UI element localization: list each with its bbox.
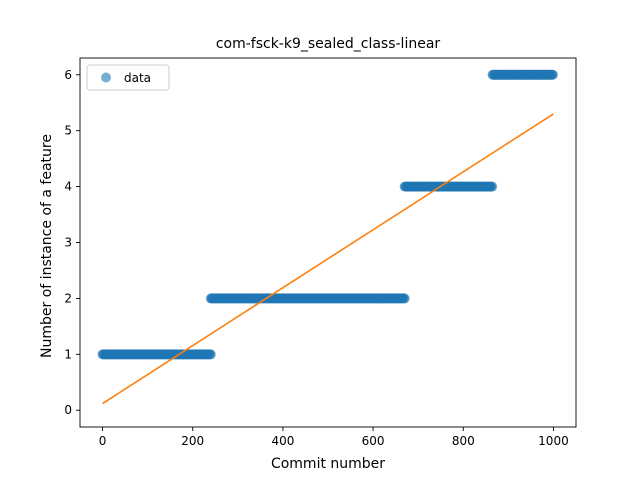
x-tick-label: 200 <box>181 434 204 448</box>
data-point <box>205 349 216 360</box>
fit-line <box>102 113 554 405</box>
x-axis-label: Commit number <box>271 456 385 472</box>
data-point <box>399 293 410 304</box>
legend-marker <box>101 72 111 83</box>
legend-box <box>86 64 170 91</box>
y-tick-label: 1 <box>64 347 72 361</box>
x-tick-label: 1000 <box>538 434 569 448</box>
scatter-series-data <box>97 69 559 360</box>
y-axis-label: Number of instance of a feature <box>39 134 55 358</box>
x-tick-label: 0 <box>99 434 107 448</box>
legend: data <box>86 64 170 91</box>
x-tick-label: 800 <box>452 434 475 448</box>
y-tick-label: 0 <box>64 403 72 417</box>
y-tick-label: 3 <box>64 236 72 250</box>
data-point <box>548 69 559 80</box>
x-tick-label: 600 <box>362 434 385 448</box>
y-tick-label: 6 <box>64 68 72 82</box>
y-tick-label: 5 <box>64 124 72 138</box>
x-tick-label: 400 <box>271 434 294 448</box>
chart-title: com-fsck-k9_sealed_class-linear <box>216 36 441 52</box>
y-tick-label: 4 <box>64 180 72 194</box>
x-axis: 0 200 400 600 800 1000 <box>99 427 569 448</box>
y-tick-label: 2 <box>64 291 72 305</box>
data-point <box>487 181 498 192</box>
y-axis: 0 1 2 3 4 5 6 <box>64 68 80 417</box>
legend-label: data <box>124 71 151 85</box>
plot-frame <box>79 57 577 428</box>
plot-area <box>79 57 577 428</box>
